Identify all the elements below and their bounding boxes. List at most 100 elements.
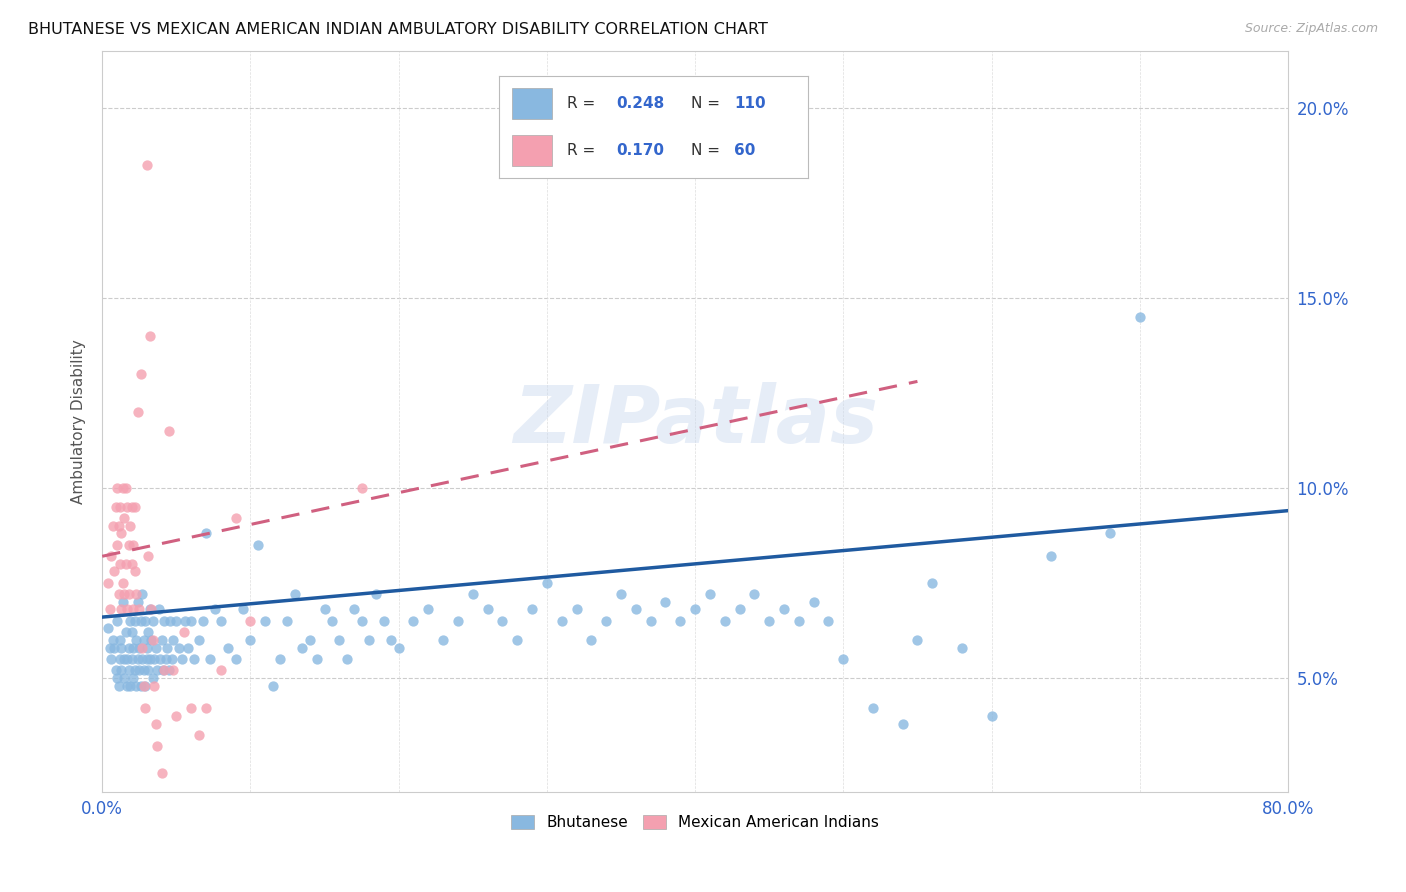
Point <box>246 538 269 552</box>
Point <box>699 587 721 601</box>
Text: N =: N = <box>690 96 724 111</box>
Point <box>165 709 187 723</box>
Point <box>336 652 359 666</box>
Point <box>127 595 149 609</box>
Point <box>350 481 373 495</box>
Y-axis label: Ambulatory Disability: Ambulatory Disability <box>72 339 86 504</box>
Point <box>138 652 160 666</box>
Point <box>125 632 148 647</box>
Point <box>149 652 172 666</box>
Point <box>328 632 350 647</box>
Point <box>183 652 205 666</box>
Point <box>321 614 343 628</box>
Point <box>110 602 132 616</box>
Point <box>107 587 129 601</box>
Point <box>1039 549 1062 564</box>
Text: R =: R = <box>567 144 600 158</box>
Point <box>239 614 262 628</box>
Point <box>108 500 131 514</box>
Point <box>105 538 128 552</box>
Point <box>142 671 165 685</box>
Point <box>98 640 121 655</box>
Point <box>157 424 180 438</box>
Point <box>114 652 136 666</box>
Text: N =: N = <box>690 144 724 158</box>
Point <box>128 663 150 677</box>
Point <box>921 575 943 590</box>
Point <box>654 595 676 609</box>
Point <box>122 640 145 655</box>
Point <box>107 679 129 693</box>
Point <box>107 519 129 533</box>
Point <box>683 602 706 616</box>
Point <box>862 701 884 715</box>
Point <box>127 652 149 666</box>
Point <box>803 595 825 609</box>
Point <box>129 367 152 381</box>
Point <box>110 663 132 677</box>
Point <box>180 701 202 715</box>
Point <box>155 652 177 666</box>
Point <box>388 640 411 655</box>
Point <box>758 614 780 628</box>
Point <box>728 602 751 616</box>
Point <box>132 632 155 647</box>
Point <box>118 538 141 552</box>
Point <box>146 739 169 754</box>
Point <box>110 640 132 655</box>
Point <box>162 632 184 647</box>
Point <box>254 614 277 628</box>
Point <box>357 632 380 647</box>
Point <box>138 328 160 343</box>
Point <box>139 602 162 616</box>
Point <box>136 625 159 640</box>
Point <box>284 587 307 601</box>
Point <box>232 602 254 616</box>
Point <box>145 640 167 655</box>
Point <box>194 526 217 541</box>
Point <box>118 587 141 601</box>
Point <box>194 701 217 715</box>
Point <box>103 640 125 655</box>
Point <box>122 602 145 616</box>
Point <box>150 632 173 647</box>
Point <box>135 652 157 666</box>
Point <box>174 614 197 628</box>
Legend: Bhutanese, Mexican American Indians: Bhutanese, Mexican American Indians <box>505 809 886 836</box>
Point <box>134 679 156 693</box>
Point <box>551 614 574 628</box>
Point <box>565 602 588 616</box>
Point <box>447 614 470 628</box>
Point <box>117 652 139 666</box>
Point <box>101 519 124 533</box>
Point <box>114 587 136 601</box>
Point <box>209 663 232 677</box>
Point <box>1099 526 1122 541</box>
Point <box>187 632 209 647</box>
Point <box>160 652 183 666</box>
Point <box>129 679 152 693</box>
Point <box>276 614 298 628</box>
Point <box>139 632 162 647</box>
Bar <box>512 136 551 166</box>
Point <box>142 632 165 647</box>
Point <box>172 652 194 666</box>
Point <box>155 792 177 806</box>
Point <box>115 481 138 495</box>
Point <box>114 671 136 685</box>
Point <box>142 614 165 628</box>
Point <box>461 587 484 601</box>
Point <box>100 549 122 564</box>
Text: 0.248: 0.248 <box>617 96 665 111</box>
Point <box>520 602 543 616</box>
Point <box>173 625 195 640</box>
Point <box>118 640 141 655</box>
Point <box>117 500 139 514</box>
Point <box>124 663 146 677</box>
Point <box>350 614 373 628</box>
Point <box>135 158 157 172</box>
Point <box>125 587 148 601</box>
Text: R =: R = <box>567 96 600 111</box>
Point <box>136 663 159 677</box>
Point <box>177 640 200 655</box>
